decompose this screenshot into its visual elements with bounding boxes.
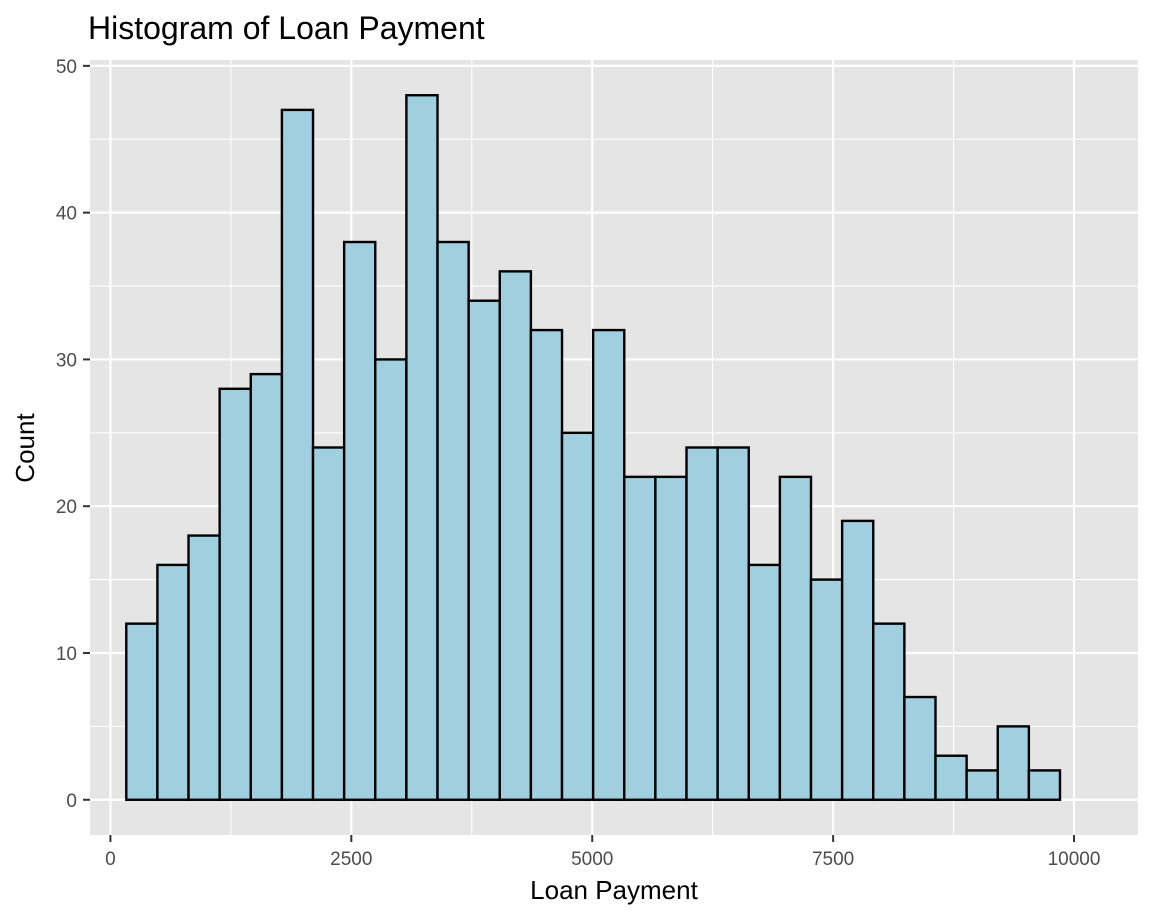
histogram-bar: [716, 446, 750, 801]
histogram-bar: [591, 328, 626, 801]
y-axis-title: Count: [10, 413, 40, 483]
histogram-bar: [654, 475, 688, 801]
histogram-bar: [436, 240, 470, 801]
histogram-bar: [809, 578, 844, 801]
x-tick-label: 5000: [571, 849, 613, 870]
histogram-bar: [840, 519, 875, 801]
x-axis: 0 2500 5000 7500 10000: [105, 835, 1100, 870]
chart-title: Histogram of Loan Payment: [88, 10, 485, 46]
x-tick-label: 0: [105, 849, 116, 870]
y-axis: 0 10 20 30 40 50: [56, 57, 90, 812]
histogram-bar: [187, 534, 221, 801]
histogram-bar: [996, 725, 1031, 801]
y-tick-label: 30: [56, 350, 77, 371]
histogram-bar: [342, 240, 377, 801]
histogram-bar: [872, 622, 906, 801]
histogram-bar: [965, 769, 999, 801]
x-tick-label: 7500: [812, 849, 854, 870]
y-tick-label: 0: [66, 791, 77, 812]
histogram-bar: [374, 358, 408, 801]
histogram-bar: [778, 475, 813, 801]
histogram-bar: [125, 622, 159, 801]
histogram-bar: [560, 431, 595, 801]
x-tick-label: 2500: [330, 849, 372, 870]
histogram-bar: [685, 446, 719, 801]
histogram-bar: [280, 108, 315, 801]
histogram-bar: [311, 446, 346, 801]
histogram-bar: [623, 475, 657, 801]
histogram-bar: [218, 387, 252, 801]
histogram-bar: [903, 695, 937, 801]
x-axis-title: Loan Payment: [530, 875, 698, 905]
histogram-bar: [467, 299, 501, 801]
histogram-bars: [125, 94, 1062, 801]
y-tick-label: 20: [56, 497, 77, 518]
histogram-bar: [249, 372, 284, 801]
y-tick-label: 40: [56, 204, 77, 225]
y-tick-label: 50: [56, 57, 77, 78]
histogram-bar: [1027, 769, 1062, 801]
histogram-bar: [529, 328, 564, 801]
histogram-bar: [934, 754, 968, 801]
histogram-bar: [498, 270, 533, 801]
histogram-bar: [156, 563, 190, 801]
x-tick-label: 10000: [1048, 849, 1101, 870]
y-tick-label: 10: [56, 644, 77, 665]
histogram-bar: [405, 94, 439, 801]
histogram-bar: [747, 563, 782, 801]
